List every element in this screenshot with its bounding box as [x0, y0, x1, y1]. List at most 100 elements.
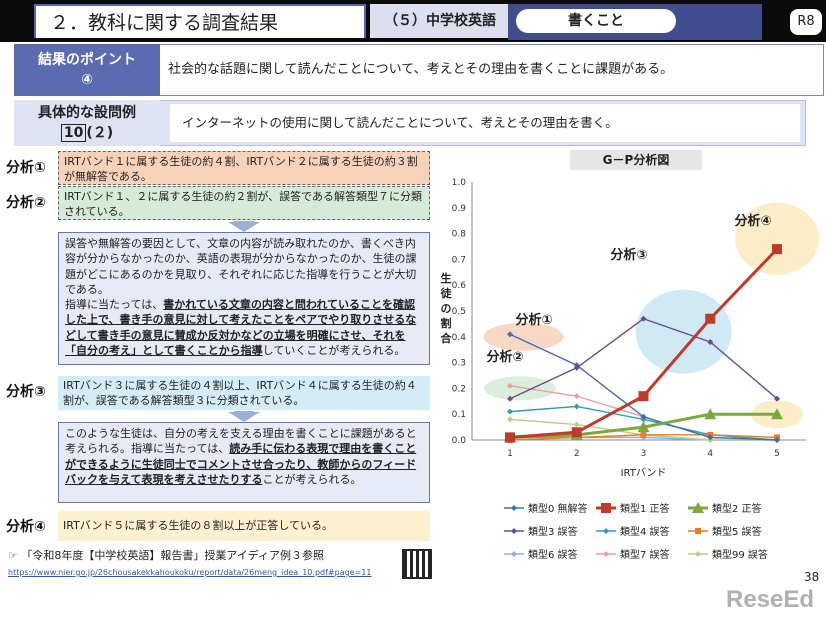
example-label-line1: 具体的な設問例 [38, 105, 136, 121]
legend-entry: 類型5 誤答 [712, 525, 762, 538]
y-tick-label: 1.0 [452, 178, 467, 188]
down-arrow-icon [228, 222, 260, 232]
legend-swatch-marker [603, 551, 609, 557]
y-tick-label: 0.3 [452, 359, 466, 369]
data-point [772, 244, 782, 255]
analysis-1-label: 分析① [6, 160, 46, 176]
analysis-1-text: IRTバンド１に属する生徒の約４割、IRTバンド２に属する生徒の約３割が無解答で… [58, 151, 430, 185]
analysis-4-text: IRTバンド５に属する生徒の８割以上が正答している。 [58, 511, 430, 541]
data-point [507, 331, 513, 338]
data-point [640, 315, 647, 322]
y-tick-label: 0.9 [452, 204, 467, 214]
skill-label: 書くこと [516, 9, 676, 33]
chart-annotation: 分析② [486, 349, 523, 365]
legend-entry: 類型0 無解答 [528, 502, 588, 515]
down-arrow-icon [228, 412, 260, 422]
legend-swatch-marker [695, 551, 701, 557]
guidance-1-p1: 誤答や無解答の要因として、文章の内容が読み取れたのか、書くべき内容が分からなかっ… [65, 237, 417, 296]
y-axis-label-char: 割 [441, 316, 452, 330]
data-point [704, 408, 717, 420]
legend-entry: 類型6 誤答 [528, 548, 578, 561]
legend-swatch-marker [695, 528, 701, 534]
data-point [507, 395, 513, 402]
y-axis-label-char: 生 [441, 271, 452, 285]
guidance-1-p2: 指導に当たっては、書かれている文章の内容と問われていることを確認した上で、書き手… [65, 297, 423, 358]
legend-entry: 類型4 誤答 [620, 525, 670, 538]
highlight-ellipse [484, 376, 557, 401]
y-axis-label-char: の [441, 302, 452, 315]
x-tick-label: 3 [641, 449, 647, 459]
y-tick-label: 0.8 [452, 230, 467, 240]
data-point [573, 403, 580, 410]
analysis-4-label: 分析④ [6, 519, 46, 535]
guidance-box-2: このような生徒は、自分の考えを支える理由を書くことに課題があると考えられる。指導… [58, 422, 430, 503]
legend-swatch-marker [601, 503, 611, 513]
result-point-label-line2: ④ [81, 72, 93, 88]
data-point [771, 408, 783, 420]
data-point [640, 431, 647, 438]
example-question-sub: (２) [86, 125, 114, 141]
data-point [637, 421, 650, 433]
example-label: 具体的な設問例 10 (２) [14, 100, 160, 146]
data-point [507, 382, 513, 389]
y-tick-label: 0.2 [452, 384, 466, 394]
legend-entry: 類型1 正答 [620, 502, 670, 515]
y-tick-label: 0.1 [452, 410, 466, 420]
legend-swatch-marker [511, 528, 517, 534]
guidance-1-p2-pre: 指導に当たっては、 [65, 298, 164, 312]
data-point [640, 413, 647, 420]
data-point [638, 391, 649, 402]
y-tick-label: 0.0 [452, 436, 467, 446]
legend-entry: 類型99 誤答 [712, 548, 768, 561]
legend-swatch-marker [692, 502, 704, 513]
data-point [573, 421, 580, 428]
x-tick-label: 1 [507, 449, 513, 459]
guidance-box-1: 誤答や無解答の要因として、文章の内容が読み取れたのか、書くべき内容が分からなかっ… [58, 232, 430, 365]
x-tick-label: 5 [774, 449, 780, 459]
data-point [505, 432, 515, 443]
gp-chart: 0.0 0.1 0.2 0.3 0.4 0.5 0.6 0.7 0.8 0.9 1.0 1 2 3 4 5 IR… [440, 178, 819, 561]
y-tick-label: 0.7 [452, 255, 466, 265]
reference-text: ☞ 「令和8年度【中学校英語】報告書」授業アイディア例３参照 [8, 549, 325, 562]
y-tick-label: 0.5 [452, 307, 466, 317]
chart-annotation: 分析④ [734, 213, 771, 229]
analysis-2-label: 分析② [6, 195, 46, 211]
data-point [707, 434, 714, 441]
y-tick-label: 0.4 [452, 333, 467, 343]
chart-title: G－P分析図 [570, 150, 702, 170]
guidance-2-post: ことが考えられる。 [262, 472, 362, 486]
result-point-text: 社会的な話題に関して読んだことについて、考えとその理由を書くことに課題がある。 [168, 62, 674, 77]
x-axis-label: IRTバンド [621, 467, 667, 479]
data-point [507, 408, 513, 415]
data-point [571, 427, 582, 438]
guidance-2-emphasis: 読み手に伝わる表現で理由を書くことができるように生徒同士でコメントさせ合ったり、… [65, 442, 417, 486]
data-point [507, 416, 513, 423]
subject-label: （５）中学校英語 [370, 4, 510, 38]
x-tick-label: 4 [707, 449, 713, 459]
y-axis-label-char: 合 [441, 331, 453, 345]
qr-code-icon[interactable] [402, 549, 432, 579]
example-question-number: 10 [60, 124, 87, 142]
watermark-logo: ReseEd [726, 586, 815, 613]
page-number: 38 [804, 570, 820, 584]
legend-swatch-marker [603, 528, 609, 534]
grade-badge: R8 [790, 9, 822, 35]
chart-annotation: 分析① [515, 312, 552, 328]
result-point-label: 結果のポイント ④ [14, 44, 160, 96]
legend-swatch-marker [511, 505, 517, 511]
page-title: ２．教科に関する調査結果 [34, 4, 366, 38]
y-tick-label: 0.6 [452, 281, 467, 291]
data-point [774, 395, 780, 402]
legend-entry: 類型3 誤答 [528, 525, 578, 538]
reference-link[interactable]: https://www.nier.go.jp/26chousakekkahouk… [8, 568, 372, 577]
highlight-ellipse [735, 202, 819, 275]
highlight-ellipse [483, 322, 564, 351]
highlight-ellipse [635, 289, 732, 374]
guidance-2-pre: このような生徒は、自分の考えを支える理由を書くことに課題があると考えられる。指導… [65, 427, 417, 456]
legend-entry: 類型2 正答 [712, 502, 762, 515]
data-point [707, 338, 714, 345]
analysis-3-text: IRTバンド３に属する生徒の４割以上、IRTバンド４に属する生徒の約４割が、誤答… [58, 376, 430, 410]
data-point [705, 313, 716, 324]
guidance-1-p2-post: していくことが考えられる。 [262, 344, 406, 358]
data-point [573, 393, 580, 400]
